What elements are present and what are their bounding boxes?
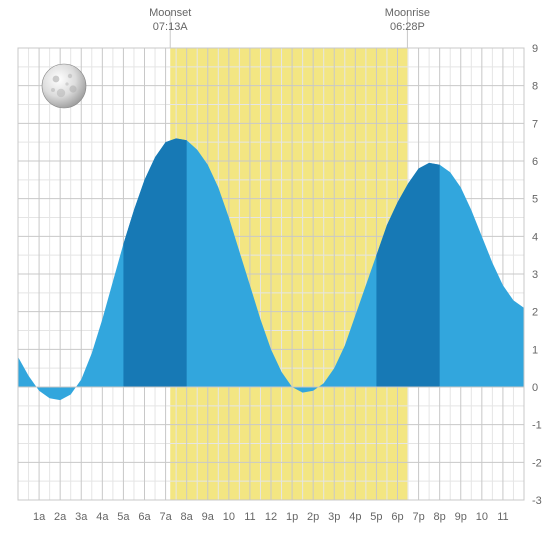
y-tick-label: 7 [532, 118, 538, 130]
x-tick-label: 6a [138, 511, 151, 523]
moonrise-label: Moonrise [377, 6, 437, 20]
y-tick-label: 2 [532, 307, 538, 319]
x-tick-label: 5p [370, 511, 382, 523]
moonrise-annotation: Moonrise 06:28P [377, 6, 437, 35]
x-tick-label: 11 [244, 511, 255, 523]
y-tick-label: 3 [532, 269, 538, 281]
x-tick-label: 9p [455, 511, 467, 523]
x-tick-label: 11 [497, 511, 508, 523]
y-tick-label: 1 [532, 344, 538, 356]
x-tick-label: 10 [476, 511, 488, 523]
x-tick-label: 5a [117, 511, 130, 523]
y-tick-label: -2 [532, 457, 542, 469]
x-tick-label: 1a [33, 511, 46, 523]
x-tick-label: 8p [434, 511, 446, 523]
y-tick-label: 6 [532, 156, 538, 168]
x-tick-label: 4a [96, 511, 109, 523]
moonset-time: 07:13A [140, 20, 200, 34]
moon-phase-icon [41, 63, 87, 109]
y-tick-label: 0 [532, 382, 538, 394]
moonset-annotation: Moonset 07:13A [140, 6, 200, 35]
tide-chart: -3-2-101234567891a2a3a4a5a6a7a8a9a101112… [0, 0, 550, 550]
x-tick-label: 2p [307, 511, 319, 523]
x-tick-label: 8a [181, 511, 194, 523]
y-tick-label: 8 [532, 81, 538, 93]
x-tick-label: 7a [159, 511, 172, 523]
x-tick-label: 9a [202, 511, 215, 523]
x-tick-label: 1p [286, 511, 298, 523]
y-tick-label: 5 [532, 194, 538, 206]
moonset-label: Moonset [140, 6, 200, 20]
y-tick-label: -1 [532, 420, 542, 432]
x-tick-label: 10 [223, 511, 235, 523]
y-tick-label: -3 [532, 495, 542, 507]
y-tick-label: 9 [532, 43, 538, 55]
x-tick-label: 6p [391, 511, 403, 523]
x-tick-label: 2a [54, 511, 67, 523]
x-tick-label: 3a [75, 511, 88, 523]
x-tick-label: 7p [412, 511, 424, 523]
x-tick-label: 3p [328, 511, 340, 523]
x-tick-label: 12 [265, 511, 277, 523]
y-tick-label: 4 [532, 231, 538, 243]
moonrise-time: 06:28P [377, 20, 437, 34]
x-tick-label: 4p [349, 511, 361, 523]
